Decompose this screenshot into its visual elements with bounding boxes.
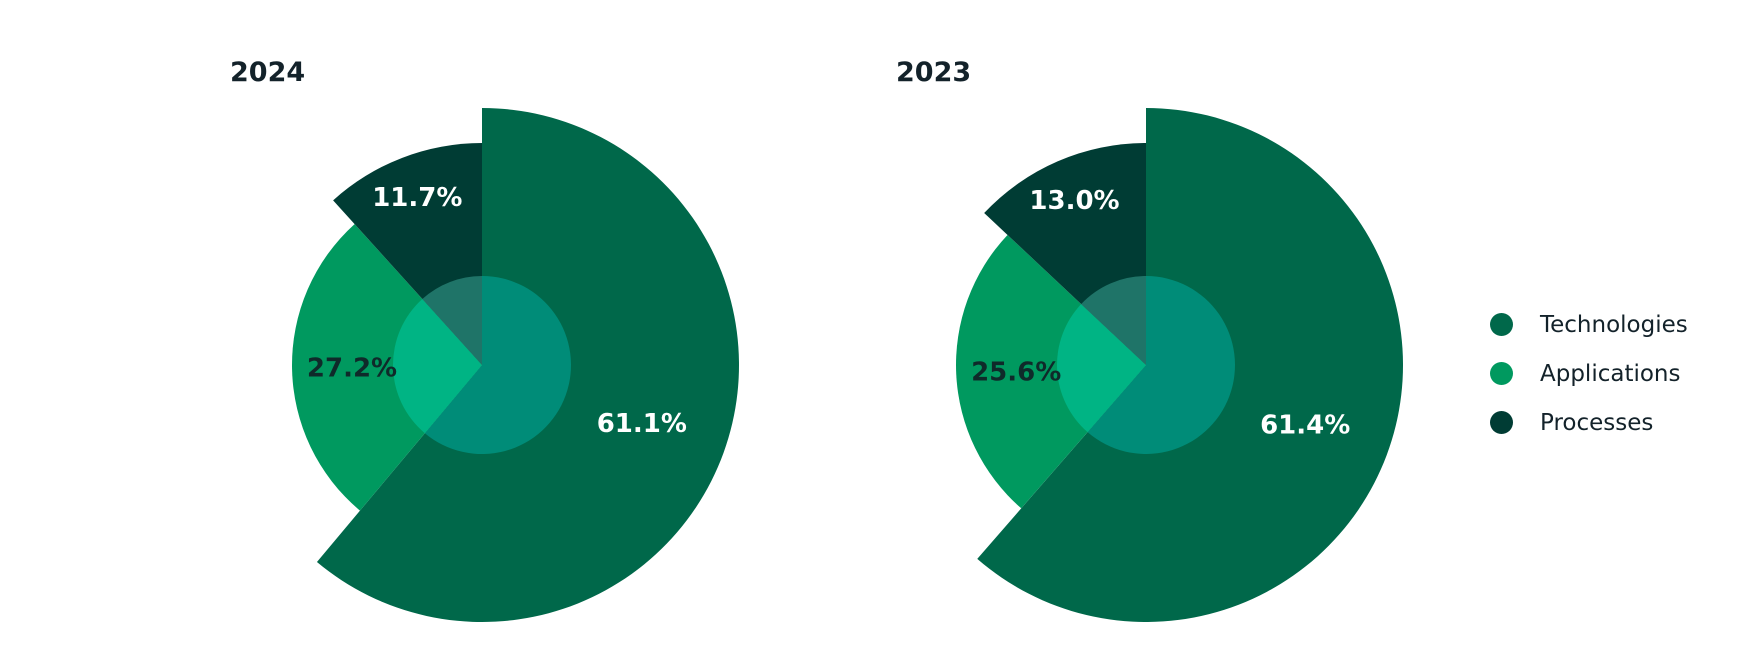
legend-item-applications: Applications (1490, 349, 1688, 398)
data-label-processes: 13.0% (1029, 186, 1119, 216)
legend-item-processes: Processes (1490, 398, 1688, 447)
pie-slice-applications (956, 234, 1146, 509)
legend-label: Technologies (1540, 311, 1688, 338)
chart-title: 2023 (896, 57, 971, 88)
pie-slice-inner-processes (422, 276, 482, 365)
legend-swatch (1490, 411, 1513, 434)
data-label-processes: 11.7% (372, 183, 462, 213)
data-label-applications: 25.6% (971, 358, 1061, 388)
pie-slice-inner-technologies (424, 276, 571, 455)
data-label-technologies: 61.1% (597, 409, 687, 439)
data-label-applications: 27.2% (307, 354, 397, 384)
legend-label: Processes (1540, 409, 1654, 436)
legend-item-technologies: Technologies (1490, 300, 1688, 349)
legend-swatch (1490, 362, 1513, 385)
pie-slice-inner-applications (392, 298, 482, 434)
pie-slice-inner-applications (1056, 304, 1146, 433)
chart-title: 2024 (230, 57, 305, 88)
pie-chart-2024: 2024 61.1% 27.2% 11.7% (230, 57, 739, 622)
pie-slice-applications (292, 224, 482, 511)
legend-label: Applications (1540, 360, 1681, 387)
legend: Technologies Applications Processes (1490, 300, 1688, 447)
pie-slice-inner-processes (1081, 276, 1146, 365)
legend-swatch (1490, 313, 1513, 336)
pie-chart-2023: 2023 61.4% 25.6% 13.0% (896, 57, 1404, 622)
pie-slice-inner-technologies (1087, 276, 1235, 454)
data-label-technologies: 61.4% (1260, 411, 1350, 441)
